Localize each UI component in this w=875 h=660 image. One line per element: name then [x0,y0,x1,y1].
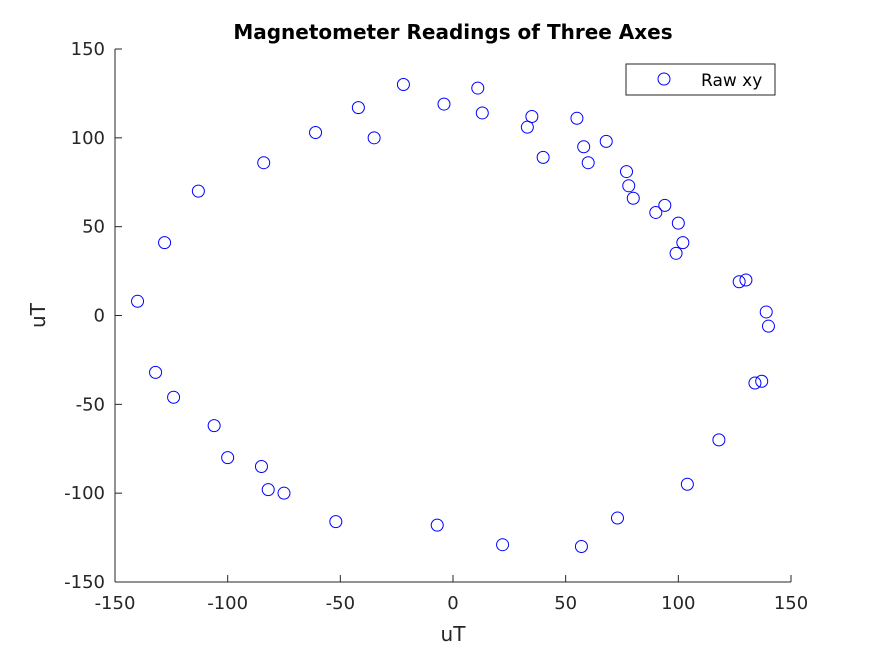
data-point [570,111,584,125]
data-point [221,451,235,465]
data-point [620,165,634,179]
legend: Raw xy [625,63,776,96]
data-point [261,483,275,497]
data-point [671,216,685,230]
x-axis-label: uT [441,622,467,646]
y-tick-label: -100 [64,483,105,504]
data-point [712,433,726,447]
x-tick-label: -50 [326,593,355,614]
data-point [437,97,451,111]
data-point [748,376,762,390]
y-tick-label: -150 [64,572,105,593]
x-tick-label: 0 [447,593,458,614]
data-point [277,486,291,500]
x-tick-label: -150 [95,593,136,614]
data-point [739,273,753,287]
data-point [680,477,694,491]
data-point [131,294,145,308]
legend-entry-raw-xy: Raw xy [701,71,762,91]
y-tick-label: -50 [76,394,105,415]
data-point [676,236,690,250]
data-point [669,246,683,260]
chart-title: Magnetometer Readings of Three Axes [233,20,672,44]
y-tick-label: 50 [82,217,105,238]
y-tick-label: 100 [71,128,105,149]
x-tick-label: 150 [774,593,808,614]
legend-marker-icon [657,72,671,86]
data-point [732,275,746,289]
data-point [257,156,271,170]
data-point [761,319,775,333]
data-point [309,126,323,140]
data-point [351,101,365,115]
data-point [430,518,444,532]
data-point [610,511,624,525]
plot-area [115,49,791,582]
legend-box [625,63,776,96]
data-point [471,81,485,95]
x-axis-ticks: -150 -100 -50 0 50 100 150 [95,575,808,614]
data-point [622,179,636,193]
data-point [658,198,672,212]
y-axis-label: uT [26,302,50,328]
data-point [525,110,539,124]
data-point [577,140,591,154]
data-point [581,156,595,170]
data-point [329,515,343,529]
data-point [254,460,268,474]
data-point [626,191,640,205]
y-axis-ticks: -150 -100 -50 0 50 100 150 [64,39,122,593]
data-point [207,419,221,433]
data-points [131,78,775,553]
data-point [759,305,773,319]
x-tick-label: -100 [207,593,248,614]
data-point [496,538,510,552]
data-point [599,134,613,148]
data-point [475,106,489,120]
x-tick-label: 100 [661,593,695,614]
data-point [396,78,410,92]
data-point [191,184,205,198]
data-point [536,150,550,164]
data-point [167,390,181,404]
data-point [158,236,172,250]
data-point [755,374,769,388]
data-point [367,131,381,145]
x-tick-label: 50 [554,593,577,614]
data-point [149,365,163,379]
data-point [574,539,588,553]
data-point [649,205,663,219]
y-tick-label: 0 [94,306,105,327]
y-tick-label: 150 [71,39,105,60]
